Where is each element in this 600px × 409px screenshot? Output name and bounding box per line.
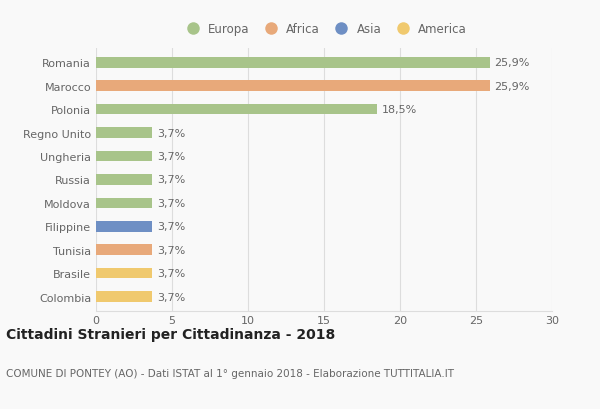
- Bar: [96, 221, 152, 232]
- Text: 3,7%: 3,7%: [157, 292, 185, 302]
- Bar: [96, 198, 152, 209]
- Bar: [96, 292, 152, 302]
- Text: 3,7%: 3,7%: [157, 198, 185, 208]
- Bar: [96, 268, 152, 279]
- Bar: [96, 105, 377, 115]
- Text: 25,9%: 25,9%: [494, 81, 530, 92]
- Bar: [96, 151, 152, 162]
- Bar: [96, 245, 152, 255]
- Text: 3,7%: 3,7%: [157, 268, 185, 279]
- Bar: [96, 81, 490, 92]
- Bar: [96, 58, 490, 68]
- Text: COMUNE DI PONTEY (AO) - Dati ISTAT al 1° gennaio 2018 - Elaborazione TUTTITALIA.: COMUNE DI PONTEY (AO) - Dati ISTAT al 1°…: [6, 368, 454, 378]
- Text: 25,9%: 25,9%: [494, 58, 530, 68]
- Text: 3,7%: 3,7%: [157, 152, 185, 162]
- Text: 18,5%: 18,5%: [382, 105, 417, 115]
- Text: 3,7%: 3,7%: [157, 128, 185, 138]
- Text: 3,7%: 3,7%: [157, 222, 185, 231]
- Text: 3,7%: 3,7%: [157, 175, 185, 185]
- Text: Cittadini Stranieri per Cittadinanza - 2018: Cittadini Stranieri per Cittadinanza - 2…: [6, 327, 335, 341]
- Bar: [96, 128, 152, 139]
- Legend: Europa, Africa, Asia, America: Europa, Africa, Asia, America: [176, 18, 472, 40]
- Text: 3,7%: 3,7%: [157, 245, 185, 255]
- Bar: [96, 175, 152, 185]
